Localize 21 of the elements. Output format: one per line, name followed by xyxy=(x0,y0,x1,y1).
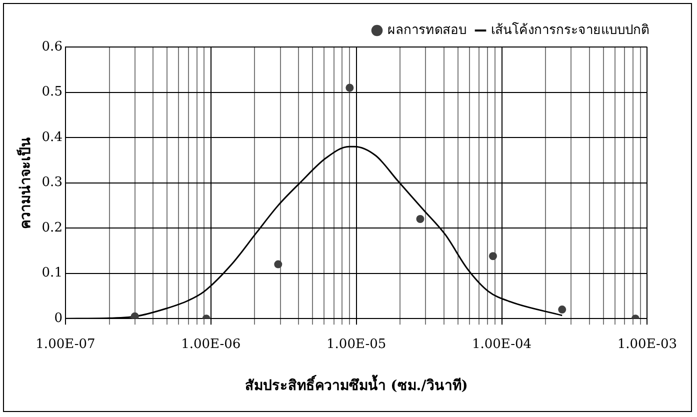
legend-label: ผลการทดสอบ xyxy=(388,22,466,38)
x-axis-title: สัมประสิทธิ์ความซึมน้ำ (ซม./วินาที) xyxy=(244,374,468,394)
x-tick-label: 1.00E-04 xyxy=(472,336,532,352)
point xyxy=(488,252,497,260)
x-tick-label: 1.00E-05 xyxy=(326,336,386,352)
legend-label: เส้นโค้งการกระจายแบบปกติ xyxy=(491,22,649,38)
point xyxy=(346,84,354,92)
x-tick-label: 1.00E-07 xyxy=(36,336,96,352)
x-tick-label: 1.00E-03 xyxy=(617,336,678,352)
x-tick-label: 1.00E-06 xyxy=(181,336,241,352)
y-tick-label: 0.3 xyxy=(42,175,62,190)
point xyxy=(274,260,282,268)
point xyxy=(130,312,139,319)
y-tick-label: 0.1 xyxy=(42,266,62,281)
y-tick-label: 0.5 xyxy=(42,84,62,100)
y-tick-label: 0 xyxy=(54,310,62,326)
y-tick-label: 0.2 xyxy=(42,220,62,236)
point xyxy=(416,215,424,224)
y-axis-title: ความน่าจะเป็น xyxy=(16,136,34,229)
y-tick-label: 0.6 xyxy=(42,39,62,54)
y-tick-label: 0.4 xyxy=(42,130,62,145)
